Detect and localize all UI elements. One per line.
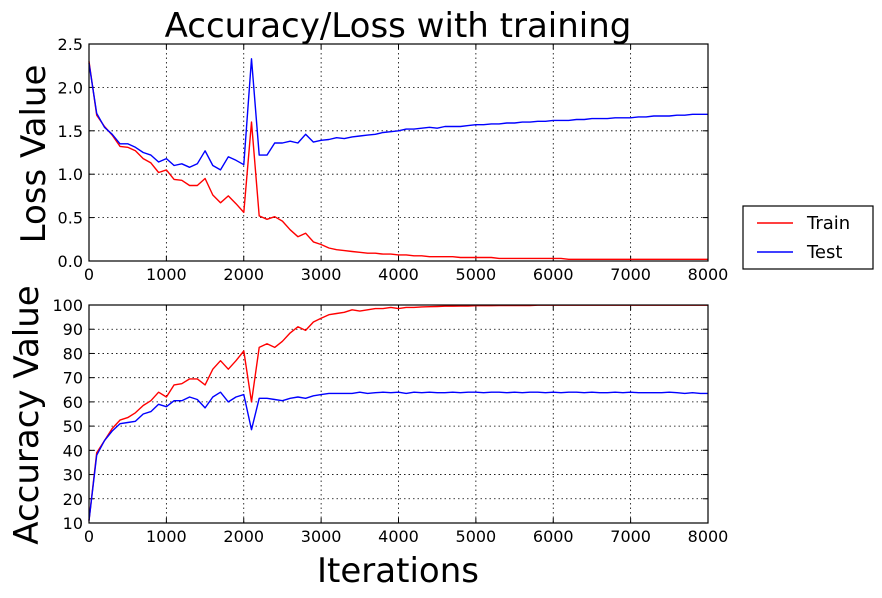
- accuracy-x-tick-label: 1000: [146, 527, 187, 546]
- accuracy-y-tick-label: 100: [52, 296, 83, 315]
- accuracy-y-tick-label: 50: [63, 417, 83, 436]
- accuracy-y-tick-label: 90: [63, 320, 83, 339]
- loss-series-test: [88, 58, 708, 171]
- accuracy-y-axis-title: Accuracy Value: [7, 285, 47, 544]
- legend-label-test: Test: [806, 242, 842, 263]
- accuracy-x-tick-label: 8000: [688, 527, 729, 546]
- loss-x-tick-label: 6000: [533, 265, 574, 284]
- loss-x-tick-label: 7000: [610, 265, 651, 284]
- accuracy-x-tick-label: 6000: [533, 527, 574, 546]
- loss-x-tick-label: 1000: [146, 265, 187, 284]
- loss-y-tick-label: 2.0: [58, 78, 83, 97]
- accuracy-x-tick-label: 5000: [456, 527, 497, 546]
- accuracy-y-tick-label: 80: [63, 344, 83, 363]
- legend: Train Test: [742, 205, 874, 270]
- accuracy-y-tick-label: 40: [63, 441, 83, 460]
- loss-plot-frame: [88, 43, 709, 262]
- accuracy-y-tick-label: 70: [63, 369, 83, 388]
- loss-series-train: [88, 61, 708, 260]
- legend-frame: [742, 205, 874, 270]
- loss-panel: 0 1000 2000 3000 4000 5000 6000 7000 8000 0.0 0.5 1…: [58, 35, 729, 284]
- legend-label-train: Train: [806, 213, 850, 234]
- accuracy-x-tick-label: 2000: [223, 527, 264, 546]
- loss-y-tick-label: 1.5: [58, 122, 83, 141]
- accuracy-y-tick-label: 30: [63, 466, 83, 485]
- accuracy-x-tick-label: 3000: [301, 527, 342, 546]
- accuracy-plot-frame: [88, 304, 709, 524]
- loss-x-tick-label: 8000: [688, 265, 729, 284]
- x-axis-title: Iterations: [317, 551, 479, 591]
- accuracy-y-tick-label: 60: [63, 393, 83, 412]
- loss-x-tick-label: 3000: [301, 265, 342, 284]
- loss-y-axis-title: Loss Value: [14, 65, 54, 244]
- loss-y-tick-label: 1.0: [58, 165, 83, 184]
- loss-y-tick-label: 0.5: [58, 209, 83, 228]
- figure-title: Accuracy/Loss with training: [165, 6, 632, 46]
- loss-x-tick-label: 0: [84, 265, 94, 284]
- loss-x-tick-label: 4000: [378, 265, 419, 284]
- accuracy-y-tick-label: 20: [63, 490, 83, 509]
- accuracy-x-tick-label: 7000: [610, 527, 651, 546]
- accuracy-x-tick-label: 4000: [378, 527, 419, 546]
- loss-y-tick-label: 0.0: [58, 252, 83, 271]
- loss-x-tick-label: 2000: [223, 265, 264, 284]
- accuracy-series-test: [88, 391, 708, 521]
- loss-x-tick-label: 5000: [456, 265, 497, 284]
- accuracy-x-tick-label: 0: [84, 527, 94, 546]
- accuracy-y-tick-label: 10: [63, 514, 83, 533]
- accuracy-panel: 0 1000 2000 3000 4000 5000 6000 7000 8000 10 20 30 4…: [52, 296, 728, 546]
- loss-y-tick-label: 2.5: [58, 35, 83, 54]
